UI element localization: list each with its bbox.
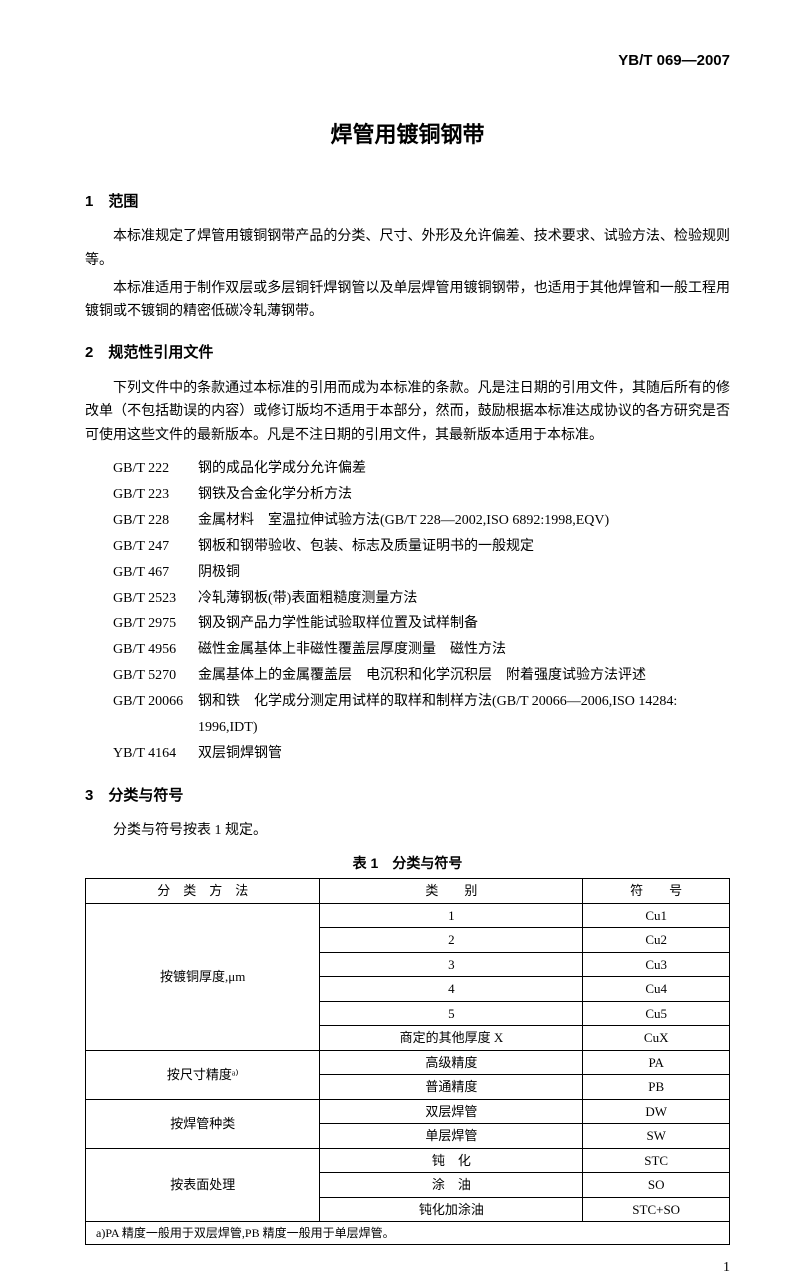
table-cell-category: 2 (320, 928, 583, 953)
table-cell-category: 钝 化 (320, 1148, 583, 1173)
table-cell-symbol: DW (583, 1099, 730, 1124)
table-cell-symbol: Cu1 (583, 903, 730, 928)
reference-item: GB/T 2523冷轧薄钢板(带)表面粗糙度测量方法 (113, 586, 730, 612)
table-cell-category: 涂 油 (320, 1173, 583, 1198)
table-cell-symbol: SW (583, 1124, 730, 1149)
table-cell-method: 按焊管种类 (86, 1099, 320, 1148)
reference-title: 双层铜焊钢管 (198, 741, 282, 767)
reference-code: GB/T 2975 (113, 611, 198, 637)
table-cell-symbol: PA (583, 1050, 730, 1075)
reference-title: 金属材料 室温拉伸试验方法(GB/T 228—2002,ISO 6892:199… (198, 508, 609, 534)
table-cell-symbol: CuX (583, 1026, 730, 1051)
reference-code: YB/T 4164 (113, 741, 198, 767)
table-cell-method: 按镀铜厚度,μm (86, 903, 320, 1050)
table-cell-method: 按尺寸精度ᵃ⁾ (86, 1050, 320, 1099)
table-cell-symbol: SO (583, 1173, 730, 1198)
reference-code: GB/T 20066 (113, 689, 198, 715)
reference-code: GB/T 2523 (113, 586, 198, 612)
reference-code: GB/T 467 (113, 560, 198, 586)
table-cell-symbol: Cu4 (583, 977, 730, 1002)
table-row: 按尺寸精度ᵃ⁾高级精度PA (86, 1050, 730, 1075)
table-header-cell: 分 类 方 法 (86, 879, 320, 904)
reference-item: GB/T 5270金属基体上的金属覆盖层 电沉积和化学沉积层 附着强度试验方法评… (113, 663, 730, 689)
reference-item: GB/T 20066钢和铁 化学成分测定用试样的取样和制样方法(GB/T 200… (113, 689, 730, 715)
table-cell-category: 钝化加涂油 (320, 1197, 583, 1222)
main-title: 焊管用镀铜钢带 (85, 118, 730, 151)
reference-code: GB/T 5270 (113, 663, 198, 689)
reference-title: 钢的成品化学成分允许偏差 (198, 456, 366, 482)
table-cell-symbol: PB (583, 1075, 730, 1100)
reference-item: GB/T 467阴极铜 (113, 560, 730, 586)
table-cell-category: 商定的其他厚度 X (320, 1026, 583, 1051)
section-3-heading: 3 分类与符号 (85, 785, 730, 808)
reference-item: GB/T 2975钢及钢产品力学性能试验取样位置及试样制备 (113, 611, 730, 637)
table-cell-category: 高级精度 (320, 1050, 583, 1075)
table-cell-method: 按表面处理 (86, 1148, 320, 1222)
table-cell-category: 4 (320, 977, 583, 1002)
section-2-para-1: 下列文件中的条款通过本标准的引用而成为本标准的条款。凡是注日期的引用文件，其随后… (85, 377, 730, 448)
reference-code: GB/T 247 (113, 534, 198, 560)
table-cell-symbol: STC+SO (583, 1197, 730, 1222)
reference-title: 钢铁及合金化学分析方法 (198, 482, 352, 508)
reference-item: 1996,IDT) (113, 715, 730, 741)
document-code: YB/T 069—2007 (85, 50, 730, 73)
section-1-para-2: 本标准适用于制作双层或多层铜钎焊钢管以及单层焊管用镀铜钢带，也适用于其他焊管和一… (85, 277, 730, 325)
table-cell-category: 单层焊管 (320, 1124, 583, 1149)
table-header-cell: 类 别 (320, 879, 583, 904)
table-row: 按焊管种类双层焊管DW (86, 1099, 730, 1124)
reference-item: YB/T 4164双层铜焊钢管 (113, 741, 730, 767)
reference-title: 磁性金属基体上非磁性覆盖层厚度测量 磁性方法 (198, 637, 506, 663)
table-row: 按表面处理钝 化STC (86, 1148, 730, 1173)
reference-title: 阴极铜 (198, 560, 240, 586)
reference-title: 冷轧薄钢板(带)表面粗糙度测量方法 (198, 586, 417, 612)
reference-title: 1996,IDT) (198, 715, 258, 741)
section-2-heading: 2 规范性引用文件 (85, 342, 730, 365)
table-cell-symbol: Cu5 (583, 1001, 730, 1026)
reference-title: 钢板和钢带验收、包装、标志及质量证明书的一般规定 (198, 534, 534, 560)
reference-title: 金属基体上的金属覆盖层 电沉积和化学沉积层 附着强度试验方法评述 (198, 663, 646, 689)
table-cell-category: 双层焊管 (320, 1099, 583, 1124)
table-header-cell: 符 号 (583, 879, 730, 904)
reference-title: 钢及钢产品力学性能试验取样位置及试样制备 (198, 611, 478, 637)
table-cell-symbol: Cu3 (583, 952, 730, 977)
reference-code: GB/T 4956 (113, 637, 198, 663)
page-number: 1 (85, 1257, 730, 1278)
table-row: 按镀铜厚度,μm1Cu1 (86, 903, 730, 928)
reference-code: GB/T 228 (113, 508, 198, 534)
table-footnote: a)PA 精度一般用于双层焊管,PB 精度一般用于单层焊管。 (86, 1222, 730, 1245)
table-cell-category: 普通精度 (320, 1075, 583, 1100)
section-1-heading: 1 范围 (85, 191, 730, 214)
reference-item: GB/T 222钢的成品化学成分允许偏差 (113, 456, 730, 482)
section-3-para-1: 分类与符号按表 1 规定。 (85, 819, 730, 843)
reference-title: 钢和铁 化学成分测定用试样的取样和制样方法(GB/T 20066—2006,IS… (198, 689, 677, 715)
reference-item: GB/T 4956磁性金属基体上非磁性覆盖层厚度测量 磁性方法 (113, 637, 730, 663)
table-1-caption: 表 1 分类与符号 (85, 853, 730, 874)
table-cell-symbol: Cu2 (583, 928, 730, 953)
table-cell-category: 5 (320, 1001, 583, 1026)
reference-code: GB/T 222 (113, 456, 198, 482)
reference-item: GB/T 247钢板和钢带验收、包装、标志及质量证明书的一般规定 (113, 534, 730, 560)
table-cell-category: 1 (320, 903, 583, 928)
reference-code: GB/T 223 (113, 482, 198, 508)
table-cell-category: 3 (320, 952, 583, 977)
reference-list: GB/T 222钢的成品化学成分允许偏差GB/T 223钢铁及合金化学分析方法G… (113, 456, 730, 767)
reference-item: GB/T 228金属材料 室温拉伸试验方法(GB/T 228—2002,ISO … (113, 508, 730, 534)
table-1: 分 类 方 法类 别符 号按镀铜厚度,μm1Cu12Cu23Cu34Cu45Cu… (85, 878, 730, 1245)
section-1-para-1: 本标准规定了焊管用镀铜钢带产品的分类、尺寸、外形及允许偏差、技术要求、试验方法、… (85, 225, 730, 273)
table-cell-symbol: STC (583, 1148, 730, 1173)
reference-item: GB/T 223钢铁及合金化学分析方法 (113, 482, 730, 508)
